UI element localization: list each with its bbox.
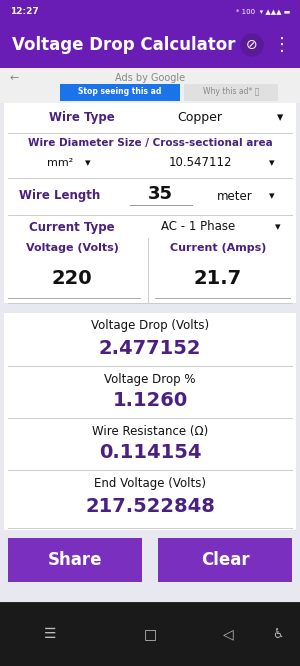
Bar <box>0 585 300 602</box>
Text: ☰: ☰ <box>44 627 56 641</box>
Text: 10.547112: 10.547112 <box>168 157 232 170</box>
Text: Stop seeing this ad: Stop seeing this ad <box>78 87 162 97</box>
Bar <box>0 303 300 313</box>
Text: ⊘: ⊘ <box>246 38 258 52</box>
Text: 1.1260: 1.1260 <box>112 392 188 410</box>
Text: ▾: ▾ <box>269 191 275 201</box>
Bar <box>0 602 300 666</box>
Bar <box>0 530 300 538</box>
Text: Wire Length: Wire Length <box>20 190 100 202</box>
Text: Wire Resistance (Ω): Wire Resistance (Ω) <box>92 424 208 438</box>
Text: 217.522848: 217.522848 <box>85 498 215 517</box>
Text: Voltage Drop Calculator: Voltage Drop Calculator <box>12 36 236 54</box>
Bar <box>184 84 278 101</box>
Text: Voltage Drop %: Voltage Drop % <box>104 372 196 386</box>
Text: ◁: ◁ <box>223 627 233 641</box>
Text: ♿: ♿ <box>272 627 284 641</box>
Bar <box>4 103 296 303</box>
Text: Current (Amps): Current (Amps) <box>170 243 266 253</box>
Text: ▾: ▾ <box>269 158 275 168</box>
Text: ▾: ▾ <box>275 222 281 232</box>
Bar <box>60 84 180 101</box>
Text: Wire Diameter Size / Cross-sectional area: Wire Diameter Size / Cross-sectional are… <box>28 138 272 148</box>
Text: 35: 35 <box>148 185 172 203</box>
Text: Ads by Google: Ads by Google <box>115 73 185 83</box>
Text: Share: Share <box>48 551 102 569</box>
Text: Copper: Copper <box>178 111 223 125</box>
Text: Wire Type: Wire Type <box>49 111 115 125</box>
Text: meter: meter <box>217 190 253 202</box>
Text: Current Type: Current Type <box>29 220 115 234</box>
Text: Voltage (Volts): Voltage (Volts) <box>26 243 118 253</box>
Bar <box>158 538 292 582</box>
Text: 2.477152: 2.477152 <box>99 338 201 358</box>
Text: ▾: ▾ <box>85 158 91 168</box>
Text: 0.114154: 0.114154 <box>99 444 201 462</box>
Text: Why this ad* ⓘ: Why this ad* ⓘ <box>203 87 259 97</box>
Bar <box>8 538 142 582</box>
Text: ▾: ▾ <box>277 111 283 125</box>
Text: ←: ← <box>10 73 20 83</box>
Text: □: □ <box>143 627 157 641</box>
Text: 21.7: 21.7 <box>194 268 242 288</box>
Text: AC - 1 Phase: AC - 1 Phase <box>161 220 235 234</box>
Text: 220: 220 <box>52 268 92 288</box>
Bar <box>4 313 296 530</box>
Circle shape <box>241 34 263 56</box>
Text: End Voltage (Volts): End Voltage (Volts) <box>94 476 206 490</box>
Text: mm²: mm² <box>47 158 73 168</box>
Text: Clear: Clear <box>201 551 249 569</box>
Text: Voltage Drop (Volts): Voltage Drop (Volts) <box>91 320 209 332</box>
Text: 12:27: 12:27 <box>10 7 39 15</box>
Bar <box>0 68 300 103</box>
Bar <box>0 0 300 22</box>
Text: ⋮: ⋮ <box>273 36 291 54</box>
Bar <box>0 22 300 68</box>
Text: * 100  ▾ ▲▲▲ ▬: * 100 ▾ ▲▲▲ ▬ <box>236 8 290 14</box>
